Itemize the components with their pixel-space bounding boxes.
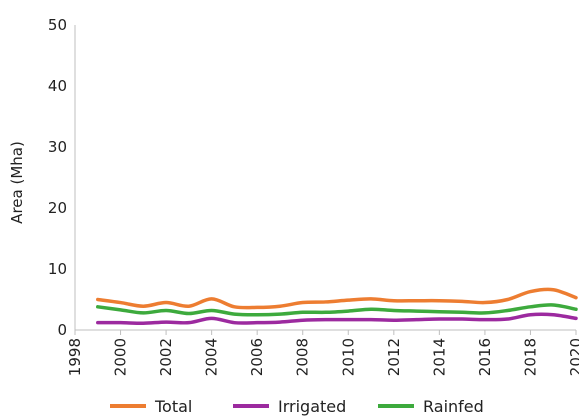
y-tick-label: 40 <box>48 77 67 95</box>
series-lines <box>96 287 578 326</box>
x-tick-label: 2008 <box>294 338 312 376</box>
y-tick-label: 20 <box>48 199 67 217</box>
x-tick-label: 2004 <box>203 338 221 376</box>
x-tick-label: 2006 <box>248 338 266 376</box>
y-tick-label: 30 <box>48 138 67 156</box>
legend-label-irrigated: Irrigated <box>278 397 346 416</box>
x-tick-label: 2018 <box>521 338 539 376</box>
legend-label-total: Total <box>154 397 192 416</box>
series-line-irrigated <box>96 312 578 326</box>
x-tick-label: 2020 <box>567 338 579 376</box>
legend: Total Irrigated Rainfed <box>110 397 484 416</box>
x-tick-label: 2014 <box>430 338 448 376</box>
x-tick-label: 2000 <box>112 338 130 376</box>
series-line-total <box>96 287 578 310</box>
x-tick-label: 2010 <box>339 338 357 376</box>
x-tick-labels: 1998 2000 2002 2004 2006 2008 2010 2012 2014 2016… <box>66 330 579 376</box>
legend-label-rainfed: Rainfed <box>423 397 484 416</box>
x-tick-label: 2016 <box>476 338 494 376</box>
axes <box>74 25 576 331</box>
y-tick-label: 50 <box>48 16 67 34</box>
x-tick-label: 2012 <box>385 338 403 376</box>
series-line-rainfed <box>96 303 578 317</box>
x-tick-label: 1998 <box>66 338 84 376</box>
x-tick-label: 2002 <box>157 338 175 376</box>
y-tick-labels: 0 10 20 30 40 50 <box>48 16 67 339</box>
y-axis-label: Area (Mha) <box>8 141 26 224</box>
y-tick-label: 10 <box>48 260 67 278</box>
y-tick-label: 0 <box>57 321 67 339</box>
